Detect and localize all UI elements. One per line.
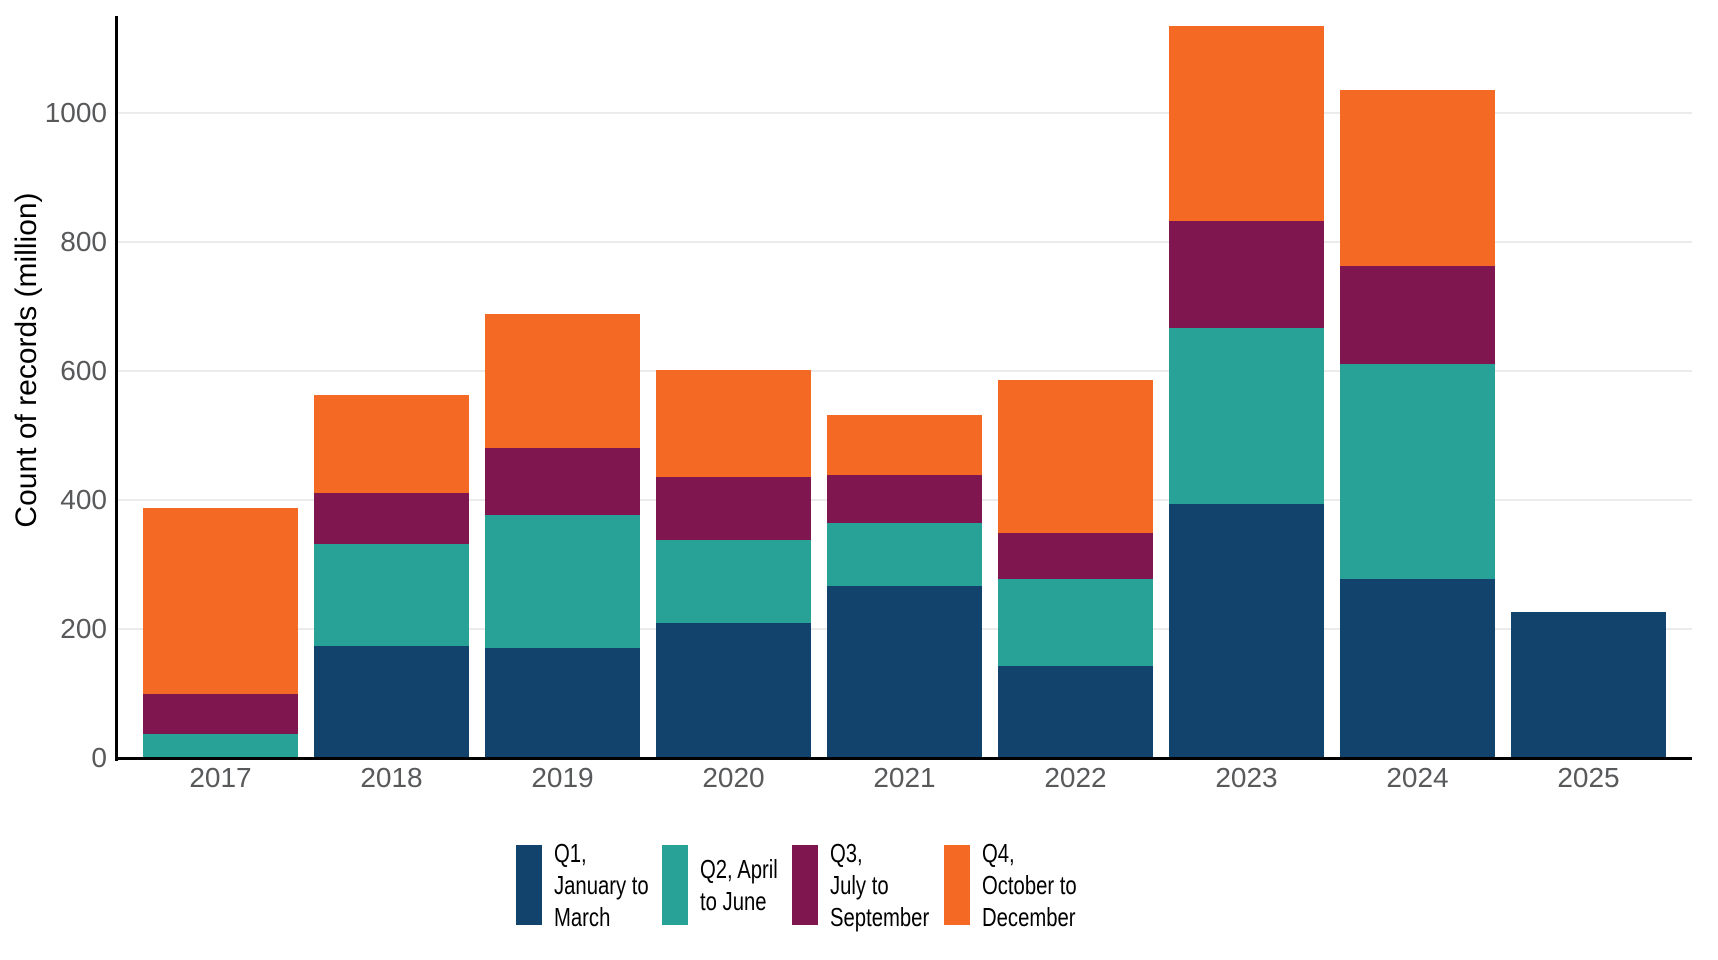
bar-segment-2021-q3 [827,474,982,524]
bar-segment-2017-q4 [143,507,298,695]
bar-segment-2022-q2 [998,579,1153,666]
bar-segment-2021-q1 [827,586,982,758]
bar-segment-2018-q2 [314,543,469,646]
y-tick-label-800: 800 [60,225,107,257]
gridline-600 [117,369,1692,372]
legend-item-q4: Q4, October to December [944,838,1103,932]
x-tick-label-2018: 2018 [360,762,423,793]
bar-segment-2018-q3 [314,493,469,544]
legend-label-line: to June [700,886,767,916]
legend-label-line: July to [830,870,889,900]
legend-label-line: Q3, [830,838,863,868]
y-tick-label-400: 400 [60,483,107,515]
legend-label-line: Q4, [982,838,1015,868]
x-tick-label-2025: 2025 [1557,762,1620,793]
bar-segment-2023-q3 [1169,221,1324,328]
bar-segment-2019-q2 [485,515,640,648]
bar-segment-2023-q2 [1169,327,1324,504]
bar-segment-2024-q4 [1340,90,1495,266]
x-axis-line [115,757,1692,760]
legend-item-q3: Q3, July to September [792,838,957,932]
legend-label-line: Q1, [554,838,587,868]
y-tick-label-200: 200 [60,612,107,644]
x-tick-label-2022: 2022 [1044,762,1107,793]
legend-label-q1: Q1, January to March [554,837,649,933]
x-tick-label-2023: 2023 [1215,762,1278,793]
bar-segment-2023-q4 [1169,25,1324,222]
legend-swatch-q3 [792,845,818,925]
legend-label-line: March [554,902,611,932]
bar-segment-2020-q4 [656,370,811,478]
x-tick-label-2020: 2020 [702,762,765,793]
legend-label-q4: Q4, October to December [982,837,1077,933]
bar-segment-2024-q2 [1340,364,1495,580]
bar-segment-2017-q3 [143,694,298,735]
x-tick-label-2019: 2019 [531,762,594,793]
legend-swatch-q1 [516,845,542,925]
bar-segment-2018-q4 [314,394,469,494]
legend: Q1, January to March Q2, April to June Q3, Jul… [0,838,1718,941]
legend-label-line: Q2, April [700,854,778,884]
legend-swatch-q4 [944,845,970,925]
bar-segment-2023-q1 [1169,503,1324,758]
y-tick-label-1000: 1000 [44,96,107,128]
bar-segment-2022-q1 [998,665,1153,758]
bar-segment-2024-q3 [1340,265,1495,365]
legend-label-line: December [982,902,1076,932]
legend-swatch-q2 [662,845,688,925]
legend-label-line: September [830,902,930,932]
bar-segment-2021-q4 [827,415,982,475]
bar-segment-2020-q3 [656,477,811,540]
legend-item-q1: Q1, January to March [516,838,675,932]
bar-segment-2021-q2 [827,523,982,587]
bar-segment-2018-q1 [314,645,469,758]
bar-segment-2019-q3 [485,448,640,516]
bar-segment-2020-q1 [656,623,811,758]
x-tick-label-2017: 2017 [189,762,252,793]
legend-label-q3: Q3, July to September [830,837,929,933]
y-tick-label-600: 600 [60,354,107,386]
bar-segment-2019-q1 [485,647,640,758]
x-tick-label-2024: 2024 [1386,762,1449,793]
gridline-800 [117,240,1692,243]
legend-label-line: October to [982,870,1077,900]
y-tick-label-0: 0 [91,742,107,773]
bar-segment-2025-q1 [1511,611,1666,758]
x-tick-label-2021: 2021 [873,762,936,793]
bar-segment-2019-q4 [485,314,640,449]
bar-segment-2017-q2 [143,734,298,758]
bar-segment-2024-q1 [1340,579,1495,758]
gridline-1000 [117,111,1692,114]
y-axis-line [115,16,118,761]
legend-label-line: January to [554,870,649,900]
bar-segment-2022-q4 [998,379,1153,533]
bar-segment-2020-q2 [656,539,811,624]
bar-segment-2022-q3 [998,532,1153,580]
legend-item-q2: Q2, April to June [662,845,800,925]
legend-label-q2: Q2, April to June [700,853,778,917]
